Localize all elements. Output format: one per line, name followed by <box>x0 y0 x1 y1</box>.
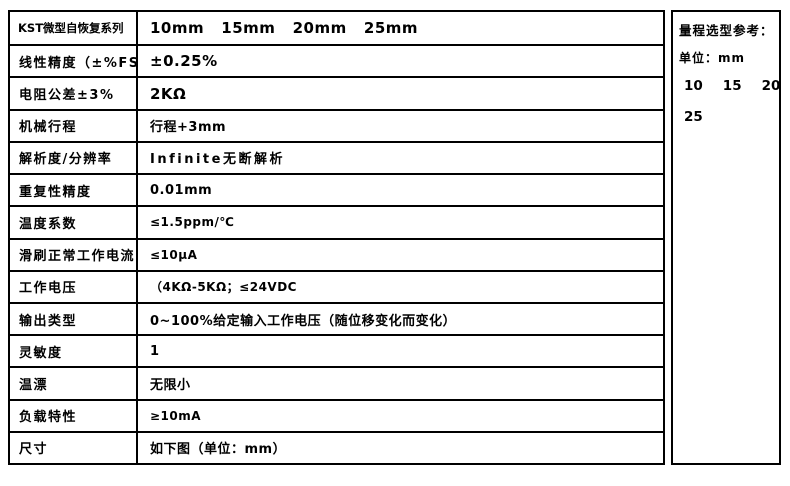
spec-label: 重复性精度 <box>10 175 138 206</box>
spec-label: 输出类型 <box>10 303 138 335</box>
table-row: 解析度/分辨率 Infinite无断解析 <box>10 140 663 174</box>
spec-value: 如下图（单位：mm） <box>150 442 287 458</box>
table-row: 重复性精度 0.01mm <box>10 173 663 206</box>
spec-label: 温度系数 <box>10 207 138 238</box>
spec-value: ≤10μA <box>150 247 198 262</box>
table-row: KST微型自恢复系列 10mm 15mm 20mm 25mm <box>10 12 663 45</box>
range-option: 10 <box>684 78 703 94</box>
spec-value: ≥10mA <box>150 408 202 423</box>
spec-value: 0~100%给定输入工作电压（随位移变化而变化） <box>150 313 457 329</box>
table-row: 温度系数 ≤1.5ppm/℃ <box>10 205 663 238</box>
spec-value: 2KΩ <box>150 84 187 103</box>
range-unit-label: 单位：mm <box>679 51 746 65</box>
range-option: 20 <box>761 78 781 94</box>
spec-label: 负载特性 <box>10 400 138 431</box>
spec-value: 1 <box>150 343 160 359</box>
spec-label: 电阻公差±3% <box>10 78 138 109</box>
table-row: 尺寸 如下图（单位：mm） <box>10 430 663 463</box>
spec-table: KST微型自恢复系列 10mm 15mm 20mm 25mm 线性精度（±%FS… <box>8 10 665 465</box>
spec-value: ≤1.5ppm/℃ <box>150 215 235 230</box>
table-row: 工作电压 （4KΩ-5KΩ；≤24VDC <box>10 269 663 302</box>
table-row: 线性精度（±%FS） ±0.25% <box>10 44 663 77</box>
table-row: 电阻公差±3% 2KΩ <box>10 76 663 109</box>
spec-value: 无限小 <box>150 377 191 393</box>
range-selection-panel: 量程选型参考： 单位：mm 10 15 20 25 <box>671 10 781 465</box>
table-row: 负载特性 ≥10mA <box>10 398 663 431</box>
spec-label: 工作电压 <box>10 271 138 302</box>
spec-label: 解析度/分辨率 <box>10 142 138 174</box>
spec-value: 10mm 15mm 20mm 25mm <box>150 19 419 38</box>
spec-label: 灵敏度 <box>10 336 138 367</box>
table-row: 滑刷正常工作电流 ≤10μA <box>10 237 663 270</box>
spec-label: 机械行程 <box>10 110 138 141</box>
spec-label: KST微型自恢复系列 <box>10 12 138 45</box>
range-option: 15 <box>722 78 742 94</box>
table-row: 输出类型 0~100%给定输入工作电压（随位移变化而变化） <box>10 301 663 335</box>
spec-value: （4KΩ-5KΩ；≤24VDC <box>150 280 297 295</box>
table-row: 灵敏度 1 <box>10 334 663 367</box>
range-option: 25 <box>684 109 703 125</box>
table-row: 温漂 无限小 <box>10 366 663 399</box>
range-options-row: 25 <box>679 109 775 125</box>
spec-value: Infinite无断解析 <box>150 152 285 168</box>
spec-value: ±0.25% <box>150 52 218 71</box>
spec-value: 行程+3mm <box>150 120 227 136</box>
spec-label: 尺寸 <box>10 432 138 463</box>
spec-label: 滑刷正常工作电流 <box>10 239 138 270</box>
spec-value: 0.01mm <box>150 182 213 198</box>
spec-label: 温漂 <box>10 368 138 399</box>
table-row: 机械行程 行程+3mm <box>10 108 663 141</box>
range-panel-title: 量程选型参考： <box>679 23 774 38</box>
range-options-row: 10 15 20 <box>679 78 780 94</box>
spec-label: 线性精度（±%FS） <box>10 46 138 77</box>
